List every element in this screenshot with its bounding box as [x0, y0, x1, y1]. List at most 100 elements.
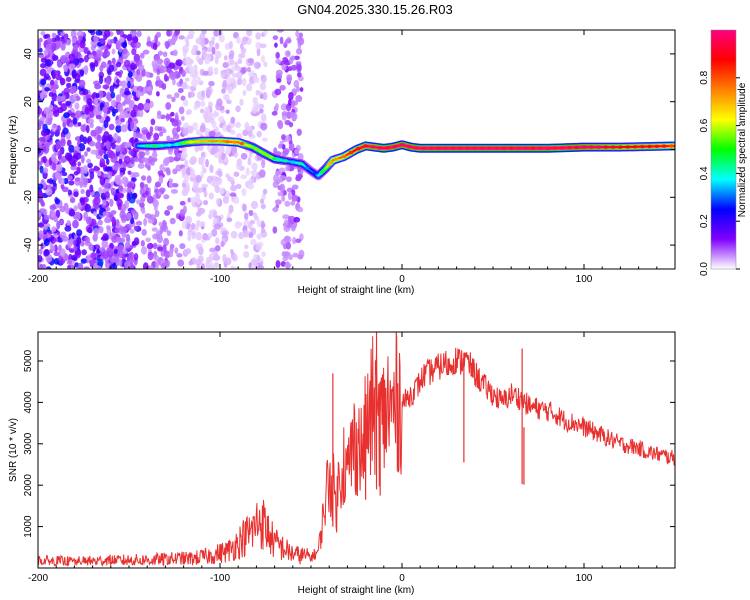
- noise-speckle: [82, 88, 89, 96]
- noise-speckle: [182, 45, 189, 54]
- noise-speckle: [213, 145, 219, 154]
- noise-speckle: [241, 188, 247, 197]
- y-tick-label: -20: [23, 190, 34, 205]
- noise-speckle: [51, 124, 57, 132]
- noise-speckle: [230, 66, 237, 72]
- noise-speckle: [256, 265, 265, 269]
- noise-speckle: [95, 110, 102, 116]
- noise-speckle: [73, 245, 78, 252]
- noise-speckle: [283, 219, 289, 227]
- noise-speckle: [188, 91, 195, 98]
- noise-speckle: [141, 229, 147, 236]
- noise-speckle: [282, 214, 290, 220]
- noise-speckle: [129, 228, 135, 234]
- colorbar-tick-label: 0.8: [699, 70, 710, 84]
- noise-speckle: [275, 69, 283, 77]
- noise-speckle: [104, 30, 111, 38]
- noise-speckle: [291, 64, 297, 71]
- noise-speckle: [65, 76, 72, 82]
- noise-speckle: [109, 85, 115, 93]
- noise-speckle: [92, 211, 98, 217]
- noise-speckle: [182, 99, 189, 107]
- noise-speckle: [140, 240, 145, 247]
- noise-speckle: [103, 50, 111, 58]
- noise-speckle: [211, 36, 216, 42]
- noise-speckle: [74, 152, 82, 160]
- noise-speckle: [74, 110, 82, 118]
- noise-speckle: [291, 184, 299, 190]
- noise-speckle: [65, 100, 72, 107]
- noise-speckle: [214, 50, 222, 59]
- noise-speckle: [111, 48, 116, 55]
- noise-speckle: [208, 130, 216, 138]
- noise-speckle: [87, 30, 94, 34]
- noise-speckle: [242, 129, 249, 137]
- noise-speckle: [120, 214, 128, 222]
- noise-speckle: [99, 158, 106, 167]
- noise-speckle: [80, 124, 87, 132]
- noise-speckle: [188, 260, 194, 266]
- noise-speckle: [278, 175, 287, 181]
- noise-speckle: [284, 200, 291, 207]
- noise-speckle: [161, 128, 167, 134]
- noise-speckle: [115, 94, 122, 103]
- noise-speckle: [109, 198, 114, 207]
- noise-speckle: [203, 189, 208, 198]
- noise-speckle: [187, 109, 193, 115]
- noise-speckle: [144, 71, 150, 78]
- noise-speckle: [171, 183, 179, 188]
- noise-speckle: [85, 216, 92, 225]
- ridge-blob: [370, 145, 376, 149]
- noise-speckle: [66, 82, 72, 89]
- ridge-blob: [239, 141, 245, 146]
- snr-series-line: [37, 331, 676, 567]
- noise-speckle: [275, 58, 282, 65]
- noise-speckle: [129, 120, 135, 130]
- noise-speckle: [100, 61, 107, 69]
- noise-speckle: [118, 72, 122, 78]
- noise-speckle: [98, 186, 103, 195]
- noise-speckle: [248, 182, 254, 190]
- ridge-blob: [210, 139, 215, 143]
- noise-speckle: [102, 211, 108, 216]
- noise-speckle: [146, 243, 152, 250]
- noise-speckle: [140, 175, 147, 181]
- noise-speckle: [260, 220, 265, 230]
- noise-speckle: [89, 184, 94, 193]
- noise-speckle: [295, 173, 303, 179]
- noise-speckle: [152, 42, 158, 51]
- noise-speckle: [148, 155, 153, 164]
- noise-speckle: [295, 85, 300, 93]
- noise-speckle: [53, 244, 58, 253]
- noise-speckle: [119, 87, 126, 93]
- noise-speckle: [194, 223, 199, 232]
- noise-speckle: [136, 199, 142, 205]
- y-tick-label: -40: [23, 237, 34, 252]
- noise-speckle: [120, 117, 126, 123]
- noise-speckle: [199, 124, 206, 133]
- ridge-blob: [428, 146, 434, 150]
- noise-speckle: [244, 212, 249, 221]
- noise-speckle: [115, 40, 121, 49]
- noise-speckle: [251, 106, 258, 114]
- noise-speckle: [276, 78, 282, 83]
- noise-speckle: [196, 263, 201, 269]
- noise-speckle: [83, 67, 88, 75]
- noise-speckle: [186, 167, 191, 176]
- noise-speckle: [118, 144, 125, 153]
- noise-speckle: [225, 76, 232, 85]
- noise-speckle: [74, 177, 81, 182]
- noise-speckle: [87, 118, 94, 125]
- noise-speckle: [152, 199, 160, 208]
- ridge-blob: [647, 144, 652, 149]
- noise-speckle: [171, 96, 176, 103]
- noise-speckle: [225, 173, 230, 179]
- colorbar-tick-label: 0.0: [699, 262, 710, 276]
- noise-speckle: [76, 30, 84, 38]
- noise-speckle: [195, 192, 201, 201]
- noise-speckle: [159, 225, 164, 235]
- noise-speckle: [180, 115, 185, 121]
- noise-speckle: [122, 101, 126, 107]
- noise-speckle: [51, 53, 56, 62]
- noise-speckle: [208, 66, 214, 72]
